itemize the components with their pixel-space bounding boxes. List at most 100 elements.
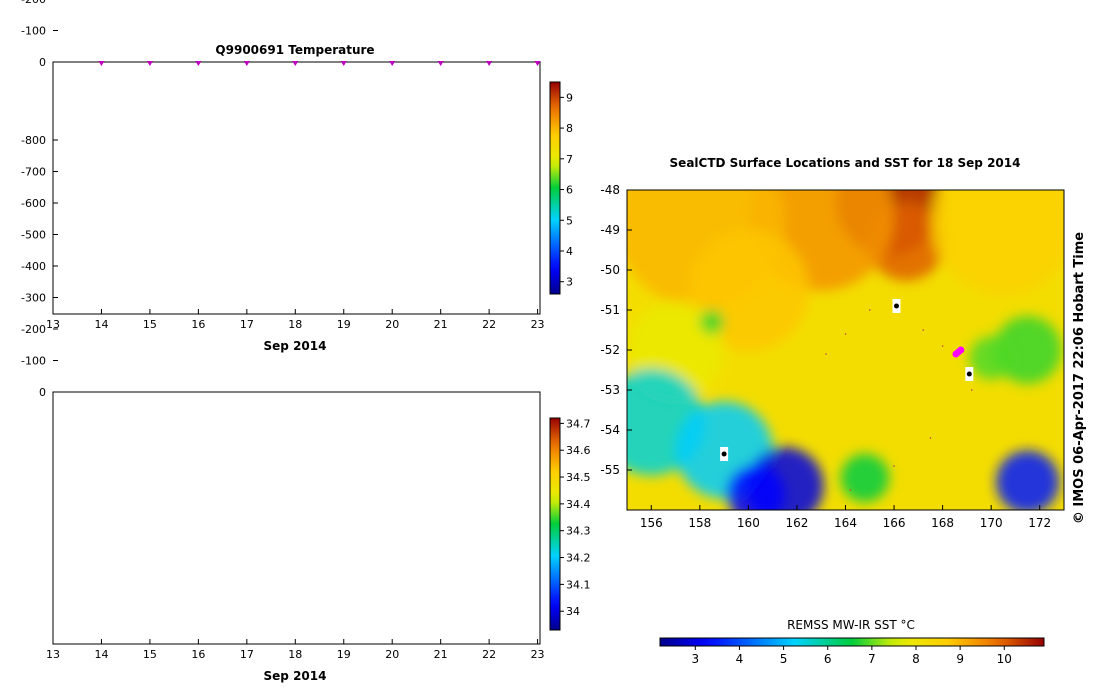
salinity-colorbar-ticks: 34 34.1 34.2 34.3 34.4 34.5 34.6 34.7 — [560, 417, 591, 618]
colorbar-tick-label: 34.6 — [566, 444, 591, 457]
seal-surface-locations — [720, 299, 974, 461]
x-tick-label: 19 — [337, 318, 351, 331]
colorbar-tick-label: 4 — [566, 245, 573, 258]
sst-colorbar-tick-label: 6 — [824, 652, 832, 666]
sst-blob — [996, 450, 1060, 510]
y-tick-label: -100 — [21, 355, 46, 368]
profile-marker — [98, 61, 105, 66]
temperature-plot-frame — [52, 61, 541, 315]
x-tick-label: 21 — [434, 648, 448, 661]
profile-marker — [534, 61, 541, 66]
track-point — [825, 353, 827, 355]
y-tick-label: -400 — [21, 260, 46, 273]
track-point — [893, 465, 895, 467]
y-tick-label: -500 — [21, 229, 46, 242]
sst-map-axes: 156 158 160 162 164 166 168 170 172 -48 -49 -50 -51 -… — [600, 183, 1051, 530]
profile-marker — [243, 61, 250, 66]
imos-timestamp-text: © IMOS 06-Apr-2017 22:06 Hobart Time — [1072, 232, 1087, 524]
profile-marker — [340, 61, 347, 66]
sst-colorbar-ticks: 3 4 5 6 7 8 9 10 — [691, 646, 1012, 666]
colorbar-tick-label: 7 — [566, 153, 573, 166]
track-point — [970, 389, 973, 391]
track-point — [941, 345, 944, 347]
x-tick-label: 23 — [531, 318, 545, 331]
sst-blob — [840, 453, 890, 503]
x-tick-label: 22 — [482, 648, 496, 661]
map-y-tick-label: -49 — [600, 223, 620, 237]
x-tick-label: 16 — [191, 648, 205, 661]
salinity-axes: 13 14 15 16 17 18 19 20 21 22 23 0 -100 -200 -300 -400 -… — [21, 134, 545, 661]
map-x-tick-label: 166 — [883, 516, 906, 530]
sst-colorbar-label: REMSS MW-IR SST °C — [787, 618, 915, 632]
black-location — [893, 303, 899, 309]
temperature-axes: 13 14 15 16 17 18 19 20 21 22 23 0 -100 -200 -300 -400 -… — [21, 0, 545, 331]
colorbar-tick-label: 34.7 — [566, 417, 591, 430]
profile-marker — [437, 61, 444, 66]
map-x-tick-label: 168 — [931, 516, 954, 530]
sst-colorbar — [659, 637, 1045, 647]
map-y-tick-label: -51 — [600, 303, 620, 317]
colorbar-tick-label: 34.2 — [566, 552, 591, 565]
salinity-x-axis-label: Sep 2014 — [264, 669, 327, 683]
sst-colorbar-tick-label: 8 — [912, 652, 920, 666]
x-tick-label: 13 — [46, 318, 60, 331]
y-tick-label: -200 — [21, 0, 46, 6]
x-tick-label: 21 — [434, 318, 448, 331]
profile-marker — [389, 61, 396, 66]
x-tick-label: 18 — [288, 648, 302, 661]
x-tick-label: 13 — [46, 648, 60, 661]
x-tick-label: 23 — [531, 648, 545, 661]
map-y-tick-label: -55 — [600, 463, 620, 477]
y-tick-label: -200 — [21, 323, 46, 336]
sst-colorbar-tick-label: 9 — [956, 652, 964, 666]
map-x-tick-label: 156 — [640, 516, 663, 530]
salinity-colorbar — [549, 417, 561, 631]
sst-blob — [699, 309, 725, 335]
map-x-tick-label: 160 — [737, 516, 760, 530]
map-y-tick-label: -52 — [600, 343, 620, 357]
magenta-location — [957, 346, 965, 354]
colorbar-tick-label: 6 — [566, 184, 573, 197]
colorbar-tick-label: 34.1 — [566, 578, 591, 591]
map-x-tick-label: 158 — [688, 516, 711, 530]
salinity-section-chart: 13 14 15 16 17 18 19 20 21 22 23 0 -100 -200 -300 -400 -… — [21, 134, 590, 683]
colorbar-tick-label: 9 — [566, 91, 573, 104]
sst-colorbar-tick-label: 4 — [736, 652, 744, 666]
sst-colorbar-tick-label: 10 — [997, 652, 1012, 666]
x-tick-label: 20 — [385, 318, 399, 331]
map-y-tick-label: -48 — [600, 183, 620, 197]
temperature-colorbar-ticks: 3 4 5 6 7 8 9 — [560, 91, 573, 289]
x-tick-label: 15 — [143, 318, 157, 331]
y-tick-label: -300 — [21, 292, 46, 305]
sst-colorbar-tick-label: 3 — [691, 652, 699, 666]
y-tick-label: -800 — [21, 134, 46, 147]
track-point — [849, 489, 852, 491]
sst-colorbar-tick-label: 5 — [780, 652, 788, 666]
map-x-tick-label: 162 — [785, 516, 808, 530]
track-point — [868, 309, 871, 311]
sst-map-chart: SealCTD Surface Locations and SST for 18… — [600, 156, 1065, 666]
temperature-section-chart: Q9900691 Temperature 13 14 15 16 17 18 19 20 21 2… — [21, 0, 573, 353]
y-tick-label: 0 — [39, 386, 46, 399]
colorbar-tick-label: 5 — [566, 214, 573, 227]
profile-marker — [146, 61, 153, 66]
profile-marker — [486, 61, 493, 66]
map-y-tick-label: -50 — [600, 263, 620, 277]
track-point — [922, 329, 924, 331]
sst-field — [627, 190, 1064, 510]
y-tick-label: 0 — [39, 56, 46, 69]
sst-blob — [726, 464, 785, 510]
profile-marker — [195, 61, 202, 66]
map-y-tick-label: -53 — [600, 383, 620, 397]
sst-map-title: SealCTD Surface Locations and SST for 18… — [670, 156, 1021, 170]
x-tick-label: 17 — [240, 318, 254, 331]
x-tick-label: 16 — [191, 318, 205, 331]
sst-blob — [930, 190, 1064, 295]
sst-blob — [969, 336, 1014, 380]
black-location — [966, 371, 972, 377]
colorbar-tick-label: 34.3 — [566, 525, 591, 538]
x-tick-label: 20 — [385, 648, 399, 661]
x-tick-label: 19 — [337, 648, 351, 661]
map-x-tick-label: 172 — [1028, 516, 1051, 530]
